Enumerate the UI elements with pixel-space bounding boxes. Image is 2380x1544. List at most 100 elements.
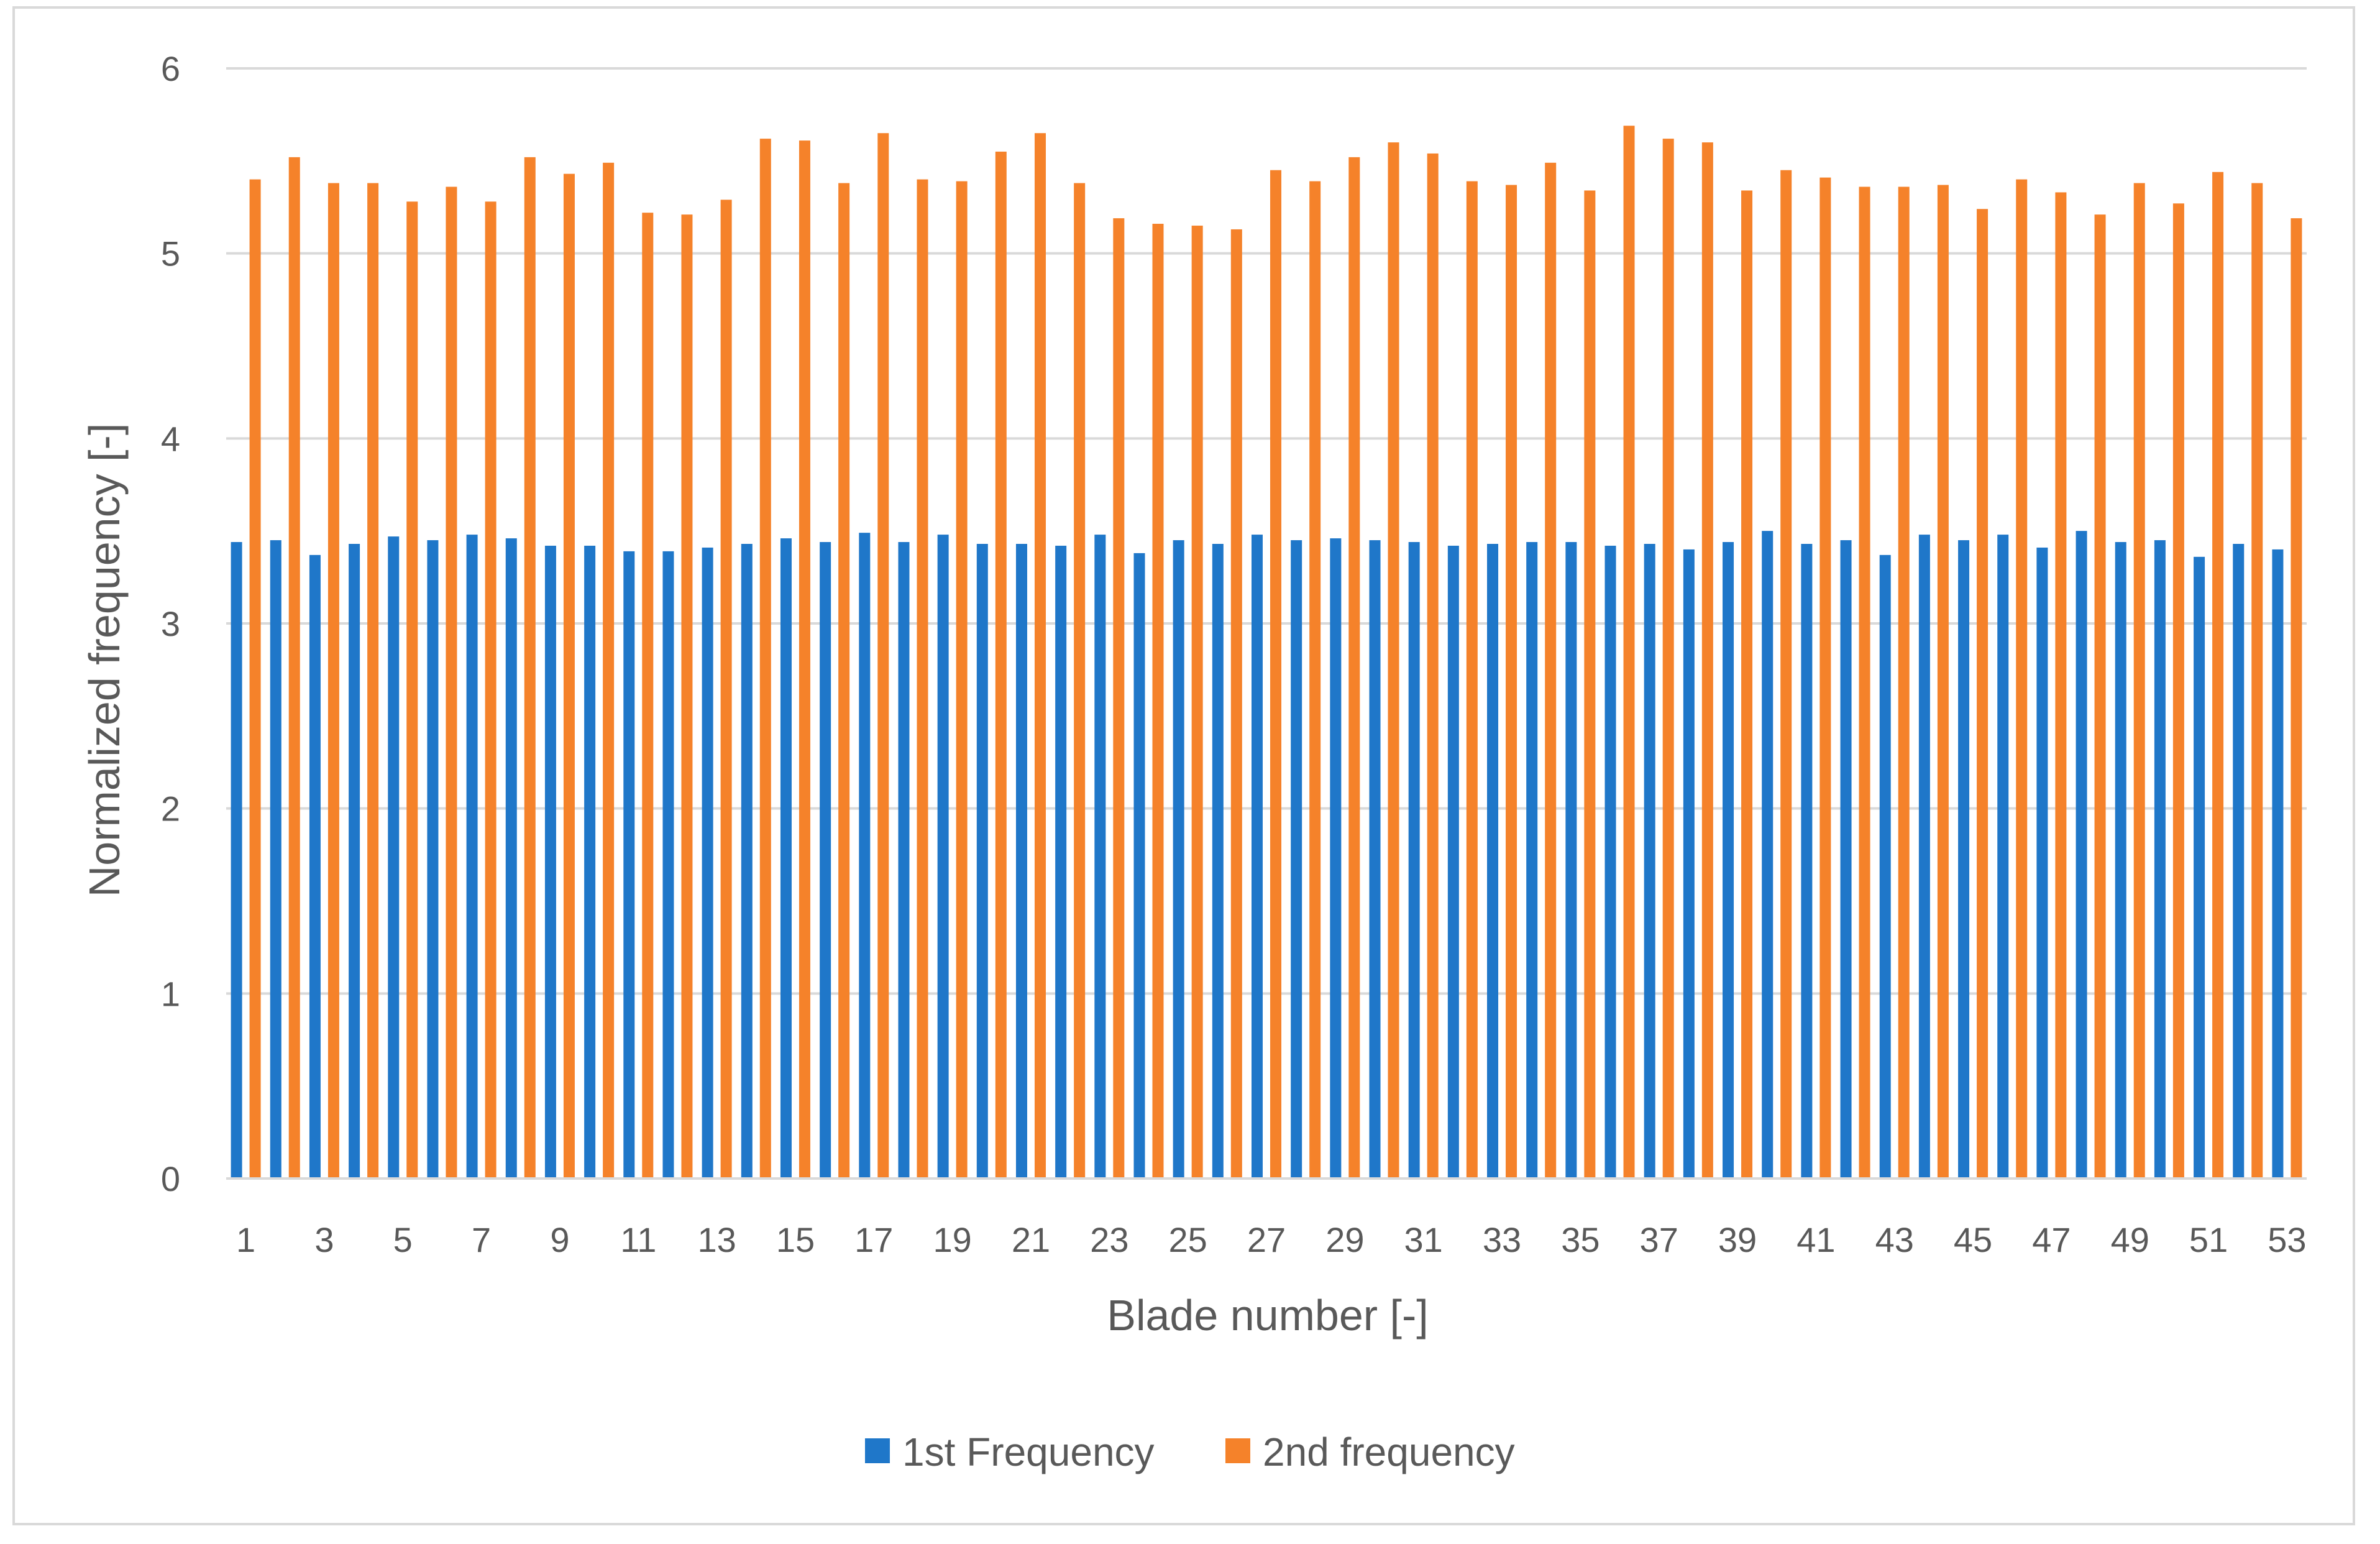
bar-2nd-frequency-blade-15 [799,140,810,1179]
bar-2nd-frequency-blade-52 [2251,183,2263,1179]
bar-2nd-frequency-blade-19 [956,181,968,1179]
legend-swatch-2nd-frequency [1225,1438,1250,1463]
bar-1st-frequency-blade-14 [741,544,753,1179]
x-tick-label-17: 17 [854,1220,893,1259]
bar-1st-frequency-blade-15 [780,538,792,1179]
bar-2nd-frequency-blade-51 [2212,172,2224,1179]
bar-2nd-frequency-blade-44 [1937,185,1949,1179]
x-tick-label-41: 41 [1796,1220,1835,1259]
bar-2nd-frequency-blade-32 [1466,181,1478,1179]
x-tick-label-53: 53 [2268,1220,2306,1259]
bar-1st-frequency-blade-50 [2154,540,2166,1179]
bar-1st-frequency-blade-40 [1762,531,1774,1179]
bar-2nd-frequency-blade-9 [563,173,575,1179]
bar-1st-frequency-blade-35 [1565,542,1577,1179]
bar-2nd-frequency-blade-29 [1348,157,1360,1179]
bar-2nd-frequency-blade-14 [759,139,771,1179]
bar-1st-frequency-blade-32 [1447,545,1459,1179]
legend-swatch-1st-frequency [865,1438,890,1463]
x-tick-label-29: 29 [1325,1220,1364,1259]
bar-2nd-frequency-blade-35 [1584,190,1596,1179]
x-tick-label-5: 5 [393,1220,413,1259]
bar-2nd-frequency-blade-38 [1701,142,1713,1179]
bar-1st-frequency-blade-39 [1723,542,1734,1179]
bar-2nd-frequency-blade-21 [1034,133,1046,1179]
bar-1st-frequency-blade-37 [1644,544,1655,1179]
x-axis-title: Blade number [-] [1107,1291,1428,1340]
bar-2nd-frequency-blade-37 [1662,139,1674,1179]
x-tick-label-27: 27 [1247,1220,1286,1259]
bar-1st-frequency-blade-6 [427,540,439,1179]
bar-1st-frequency-blade-31 [1408,542,1420,1179]
legend: 1st Frequency 2nd frequency [865,1430,1515,1474]
x-tick-label-7: 7 [472,1220,491,1259]
x-tick-label-9: 9 [550,1220,569,1259]
bar-1st-frequency-blade-27 [1252,535,1263,1179]
bar-1st-frequency-blade-22 [1055,545,1067,1179]
bar-2nd-frequency-blade-50 [2172,203,2184,1179]
bar-1st-frequency-blade-49 [2115,542,2126,1179]
bar-1st-frequency-blade-24 [1133,553,1145,1179]
bar-1st-frequency-blade-3 [309,554,321,1179]
bar-2nd-frequency-blade-16 [838,183,850,1179]
bar-1st-frequency-blade-1 [231,542,242,1179]
bar-2nd-frequency-blade-43 [1898,186,1910,1179]
bar-2nd-frequency-blade-45 [1977,209,1989,1179]
bar-2nd-frequency-blade-30 [1388,142,1399,1179]
bar-1st-frequency-blade-5 [388,536,400,1179]
x-tick-label-15: 15 [776,1220,815,1259]
x-tick-label-21: 21 [1012,1220,1050,1259]
bar-2nd-frequency-blade-40 [1780,170,1792,1179]
bar-1st-frequency-blade-16 [820,542,831,1179]
bar-1st-frequency-blade-13 [702,547,713,1179]
bar-1st-frequency-blade-53 [2272,549,2284,1179]
x-tick-label-33: 33 [1483,1220,1521,1259]
bar-1st-frequency-blade-48 [2076,531,2087,1179]
bar-2nd-frequency-blade-1 [249,179,261,1179]
bar-2nd-frequency-blade-23 [1113,218,1125,1179]
bar-2nd-frequency-blade-20 [995,151,1007,1179]
bar-2nd-frequency-blade-13 [720,200,732,1179]
bar-2nd-frequency-blade-28 [1309,181,1321,1179]
bar-2nd-frequency-blade-18 [917,179,928,1179]
bar-1st-frequency-blade-43 [1879,554,1891,1179]
bar-1st-frequency-blade-45 [1958,540,1970,1179]
bar-1st-frequency-blade-20 [976,544,988,1179]
bar-1st-frequency-blade-9 [544,545,556,1179]
x-tick-label-23: 23 [1090,1220,1128,1259]
bar-1st-frequency-blade-25 [1173,540,1184,1179]
bar-2nd-frequency-blade-5 [406,201,418,1179]
legend-label-2nd-frequency: 2nd frequency [1263,1430,1515,1474]
bar-1st-frequency-blade-29 [1330,538,1342,1179]
bar-2nd-frequency-blade-53 [2291,218,2302,1179]
bar-2nd-frequency-blade-41 [1819,177,1831,1179]
bar-1st-frequency-blade-28 [1291,540,1302,1179]
bars [231,126,2302,1179]
x-tick-label-37: 37 [1640,1220,1678,1259]
y-tick-label-4: 4 [161,419,180,458]
bar-1st-frequency-blade-19 [937,535,949,1179]
bar-2nd-frequency-blade-3 [327,183,339,1179]
bar-1st-frequency-blade-17 [859,533,871,1179]
x-tick-label-19: 19 [933,1220,971,1259]
x-tick-label-25: 25 [1169,1220,1207,1259]
legend-label-1st-frequency: 1st Frequency [902,1430,1155,1474]
bar-2nd-frequency-blade-31 [1427,153,1439,1179]
bar-2nd-frequency-blade-39 [1741,190,1753,1179]
x-tick-label-11: 11 [620,1220,656,1259]
x-tick-label-49: 49 [2111,1220,2149,1259]
bar-1st-frequency-blade-11 [623,551,635,1179]
bar-2nd-frequency-blade-8 [524,157,536,1179]
y-tick-label-2: 2 [161,789,180,829]
bar-1st-frequency-blade-23 [1094,535,1106,1179]
bar-2nd-frequency-blade-33 [1506,185,1517,1179]
bar-2nd-frequency-blade-6 [446,186,457,1179]
bar-1st-frequency-blade-10 [584,545,596,1179]
bar-1st-frequency-blade-42 [1840,540,1852,1179]
bar-1st-frequency-blade-2 [270,540,281,1179]
x-tick-label-39: 39 [1718,1220,1757,1259]
gridlines [226,67,2307,995]
bar-2nd-frequency-blade-17 [877,133,889,1179]
bar-1st-frequency-blade-41 [1801,544,1813,1179]
bar-2nd-frequency-blade-4 [367,183,379,1179]
